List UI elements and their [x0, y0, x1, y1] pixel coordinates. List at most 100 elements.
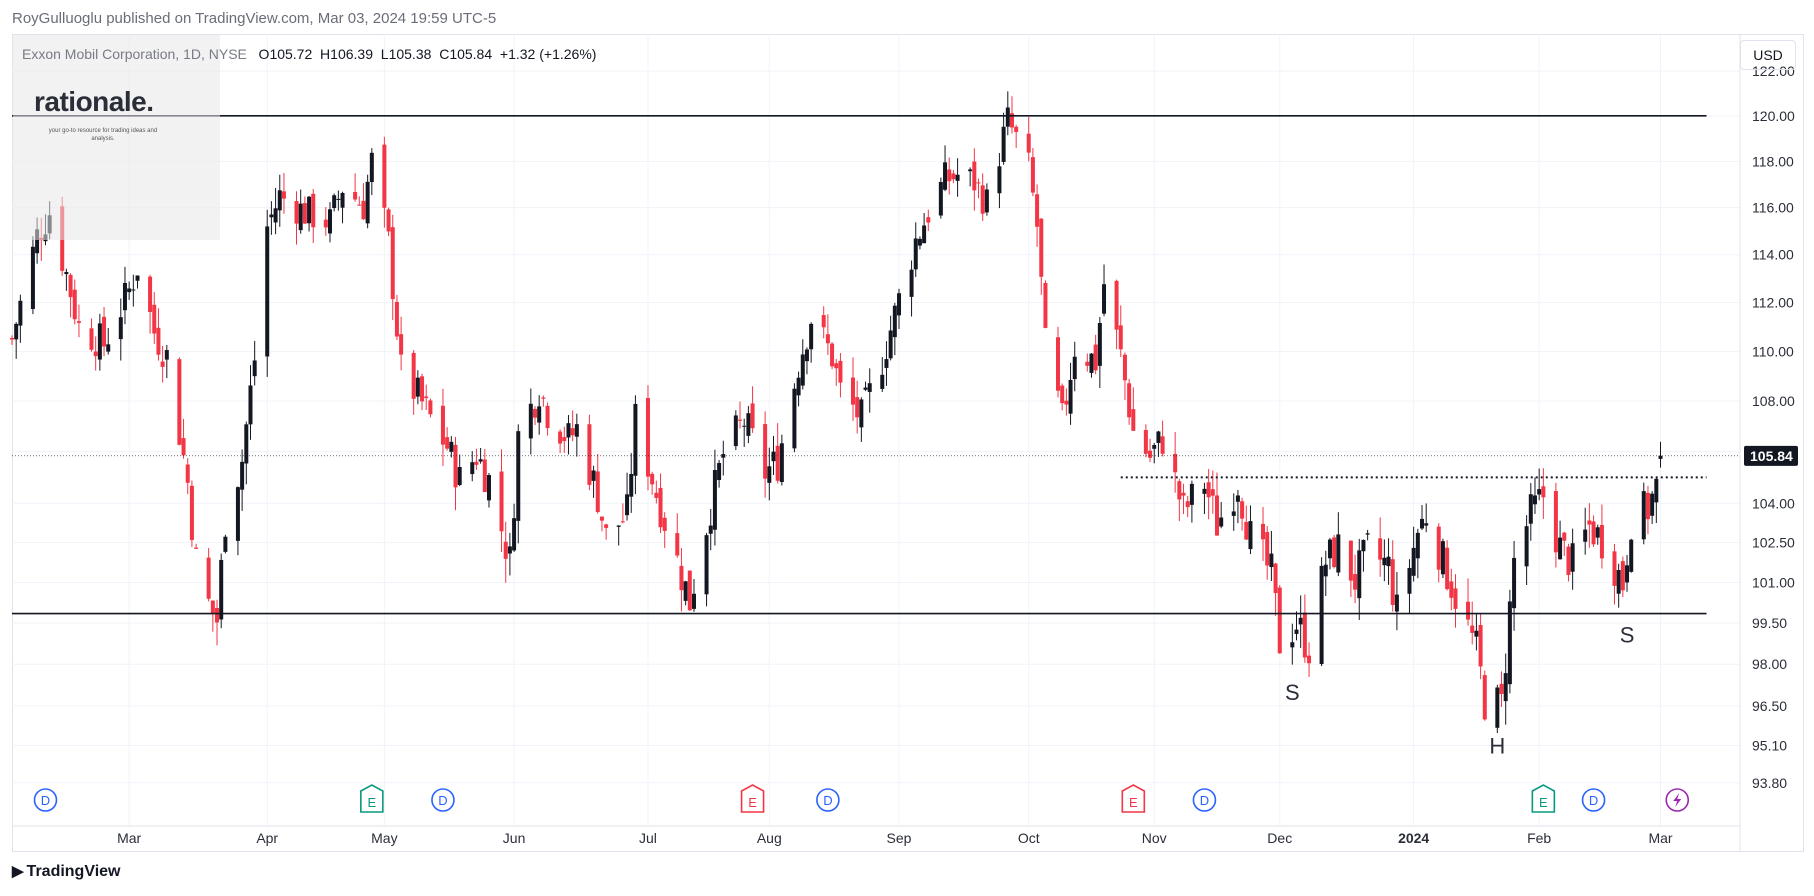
candle	[1528, 483, 1533, 541]
event-marker[interactable]: E	[740, 784, 765, 813]
candle-body	[1148, 450, 1153, 458]
candle-body	[294, 201, 299, 224]
candle	[1420, 505, 1425, 531]
candle	[746, 406, 751, 444]
candle	[1449, 568, 1454, 611]
candle-body	[323, 219, 328, 228]
candle-body	[884, 359, 889, 368]
event-marker[interactable]: E	[1121, 784, 1146, 813]
candle-body	[746, 413, 751, 436]
event-marker[interactable]: D	[816, 788, 840, 812]
candle	[654, 480, 659, 504]
candle-body	[64, 271, 69, 275]
candle-body	[599, 516, 604, 521]
price-tick-label: 104.00	[1752, 495, 1795, 511]
candle	[1499, 671, 1504, 707]
candle	[570, 410, 575, 442]
candle	[595, 453, 600, 514]
candle-body	[750, 403, 755, 429]
candle-body	[1122, 354, 1127, 381]
candle	[897, 288, 902, 329]
event-marker[interactable]: D	[33, 788, 58, 812]
candle	[1323, 550, 1328, 596]
candle-body	[394, 301, 399, 337]
candle-body	[457, 467, 462, 485]
footer-brand-label: TradingView	[26, 863, 121, 880]
candle-body	[269, 214, 274, 218]
dividend-icon	[1581, 788, 1606, 812]
watermark-panel	[13, 35, 220, 240]
candle-body	[1583, 529, 1588, 542]
candle-body	[298, 203, 303, 231]
candle-body	[357, 204, 362, 206]
event-marker[interactable]: D	[1192, 788, 1217, 812]
candle-body	[1231, 511, 1236, 516]
candle	[177, 357, 182, 446]
currency-button[interactable]: USD	[1740, 40, 1796, 70]
candle-body	[1436, 526, 1441, 570]
candle	[445, 427, 450, 451]
time-tick-label: May	[371, 830, 397, 846]
candle	[1361, 539, 1366, 572]
event-marker[interactable]: E	[360, 784, 384, 813]
candle	[804, 347, 809, 375]
candle	[1102, 264, 1107, 317]
candle	[210, 600, 215, 632]
candle-body	[1156, 431, 1161, 443]
dividend-icon	[1192, 788, 1217, 812]
candle	[1148, 438, 1153, 463]
candle	[679, 548, 684, 612]
event-marker[interactable]: E	[1531, 784, 1556, 813]
candle	[390, 214, 395, 321]
footer-brand[interactable]: ▶ TradingView	[12, 862, 121, 881]
candle	[369, 148, 374, 196]
candle	[733, 410, 738, 451]
candle-body	[1093, 344, 1098, 371]
candle	[1394, 572, 1399, 631]
event-marker[interactable]: D	[1581, 788, 1606, 812]
candle	[1503, 653, 1508, 725]
candle-body	[1620, 561, 1625, 591]
candle-body	[972, 161, 977, 191]
candle	[68, 273, 73, 318]
candle	[1085, 353, 1090, 372]
price-tick-label: 112.00	[1752, 295, 1794, 311]
candle-body	[1214, 495, 1219, 536]
candle	[277, 174, 282, 227]
candle	[415, 370, 420, 405]
candle	[951, 169, 956, 184]
candle-body	[1629, 539, 1634, 572]
price-tick-label: 110.00	[1752, 343, 1794, 359]
candle-body	[1131, 409, 1136, 431]
candle	[1319, 557, 1324, 667]
candle-body	[1014, 126, 1019, 132]
candle	[1001, 112, 1006, 165]
candle	[1553, 482, 1558, 568]
candle	[1453, 574, 1458, 628]
candle	[650, 471, 655, 495]
candle	[1089, 353, 1094, 378]
candle-body	[235, 487, 240, 541]
candle	[1566, 543, 1571, 582]
candle	[474, 448, 479, 470]
event-marker[interactable]: D	[431, 788, 455, 812]
candle-body	[1273, 563, 1278, 594]
candle	[1173, 432, 1178, 493]
candle	[1625, 554, 1630, 592]
candle	[30, 236, 35, 315]
candle-body	[809, 323, 814, 350]
candle	[1064, 388, 1069, 416]
candle-body	[779, 443, 784, 482]
candle	[574, 413, 579, 457]
candle	[604, 523, 609, 540]
candle-body	[1407, 567, 1412, 594]
candle-body	[679, 565, 684, 591]
candle	[424, 384, 429, 410]
event-marker[interactable]	[1665, 788, 1690, 812]
candle	[779, 434, 784, 486]
time-tick-label: Aug	[757, 830, 782, 846]
candle	[800, 339, 805, 390]
candle-body	[717, 462, 722, 481]
